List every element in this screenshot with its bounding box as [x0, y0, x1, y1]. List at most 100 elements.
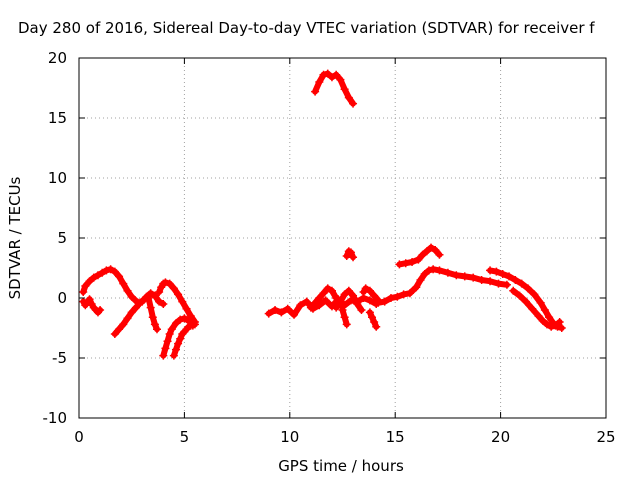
data-point — [127, 308, 136, 317]
data-point — [538, 316, 547, 325]
data-point — [469, 273, 478, 282]
data-point — [161, 278, 170, 287]
data-point — [505, 272, 514, 281]
data-point — [361, 284, 370, 293]
data-point — [79, 288, 88, 296]
data-point — [349, 291, 358, 300]
data-point — [540, 306, 549, 314]
data-point — [302, 297, 311, 306]
y-tick-label: 5 — [57, 229, 67, 247]
data-point — [547, 322, 556, 331]
data-point — [131, 303, 140, 312]
data-point — [180, 314, 189, 323]
data-point — [511, 276, 520, 284]
data-point — [534, 312, 543, 320]
data-point — [536, 298, 545, 307]
data-point — [340, 85, 349, 94]
data-point — [174, 290, 183, 299]
data-point — [353, 300, 362, 308]
data-point — [530, 290, 539, 299]
data-point — [315, 78, 324, 86]
data-points — [79, 69, 566, 360]
data-point — [98, 268, 107, 277]
data-point — [89, 273, 98, 282]
data-point — [420, 270, 429, 278]
data-point — [338, 306, 347, 314]
data-point — [119, 320, 128, 329]
data-track-14 — [342, 247, 358, 262]
data-track-3 — [144, 294, 161, 334]
data-point — [336, 75, 345, 84]
data-point — [429, 265, 438, 274]
data-point — [416, 276, 425, 284]
data-point — [176, 334, 185, 343]
data-point — [327, 73, 336, 82]
data-point — [169, 351, 178, 360]
data-track-4 — [155, 278, 199, 326]
y-axis: -10 -5 0 5 10 15 20 — [43, 49, 606, 427]
data-point — [372, 322, 381, 331]
data-point — [169, 284, 178, 293]
data-track-12 — [365, 308, 381, 331]
data-point — [422, 247, 431, 256]
data-point — [81, 282, 90, 290]
data-point — [431, 246, 440, 254]
data-point — [551, 321, 560, 330]
data-track-1 — [79, 295, 105, 317]
data-point — [521, 297, 530, 306]
data-point — [332, 294, 341, 302]
data-point — [271, 306, 280, 314]
data-point — [349, 253, 358, 262]
data-point — [155, 297, 164, 306]
data-point — [127, 292, 136, 301]
x-tick-label: 15 — [386, 428, 405, 446]
data-point — [171, 345, 180, 354]
data-point — [148, 313, 157, 322]
data-point — [150, 320, 159, 329]
data-point — [159, 300, 168, 308]
data-track-6 — [169, 320, 199, 360]
data-point — [110, 267, 119, 276]
y-tick-label: -5 — [52, 349, 67, 367]
grid-lines — [79, 58, 606, 418]
data-point — [306, 303, 315, 312]
data-point — [155, 288, 164, 296]
data-point — [517, 279, 526, 288]
data-point — [405, 289, 414, 298]
data-point — [408, 258, 417, 266]
data-track-15 — [374, 265, 511, 307]
data-point — [277, 308, 286, 317]
data-point — [178, 297, 187, 306]
data-point — [165, 330, 174, 338]
data-point — [136, 298, 145, 307]
data-point — [110, 330, 119, 338]
data-point — [545, 313, 554, 322]
data-point — [509, 286, 518, 295]
data-point — [290, 310, 299, 319]
data-point — [498, 270, 507, 278]
data-point — [342, 320, 351, 329]
data-point — [365, 286, 374, 295]
data-point — [115, 325, 124, 334]
data-point — [296, 301, 305, 310]
chart-title: Day 280 of 2016, Sidereal Day-to-day VTE… — [18, 19, 595, 37]
data-point — [311, 87, 320, 96]
data-point — [460, 272, 469, 281]
x-tick-label: 0 — [74, 428, 84, 446]
data-point — [332, 70, 341, 79]
data-point — [152, 325, 161, 334]
data-point — [349, 99, 358, 108]
data-point — [119, 279, 128, 288]
data-track-10 — [338, 306, 351, 329]
data-point — [319, 289, 328, 298]
x-tick-label: 25 — [596, 428, 615, 446]
data-track-5 — [159, 314, 197, 360]
data-point — [323, 284, 332, 293]
data-point — [332, 303, 341, 312]
data-point — [412, 283, 421, 292]
data-point — [340, 290, 349, 299]
data-point — [435, 266, 444, 275]
data-point — [159, 351, 168, 360]
data-point — [477, 276, 486, 284]
